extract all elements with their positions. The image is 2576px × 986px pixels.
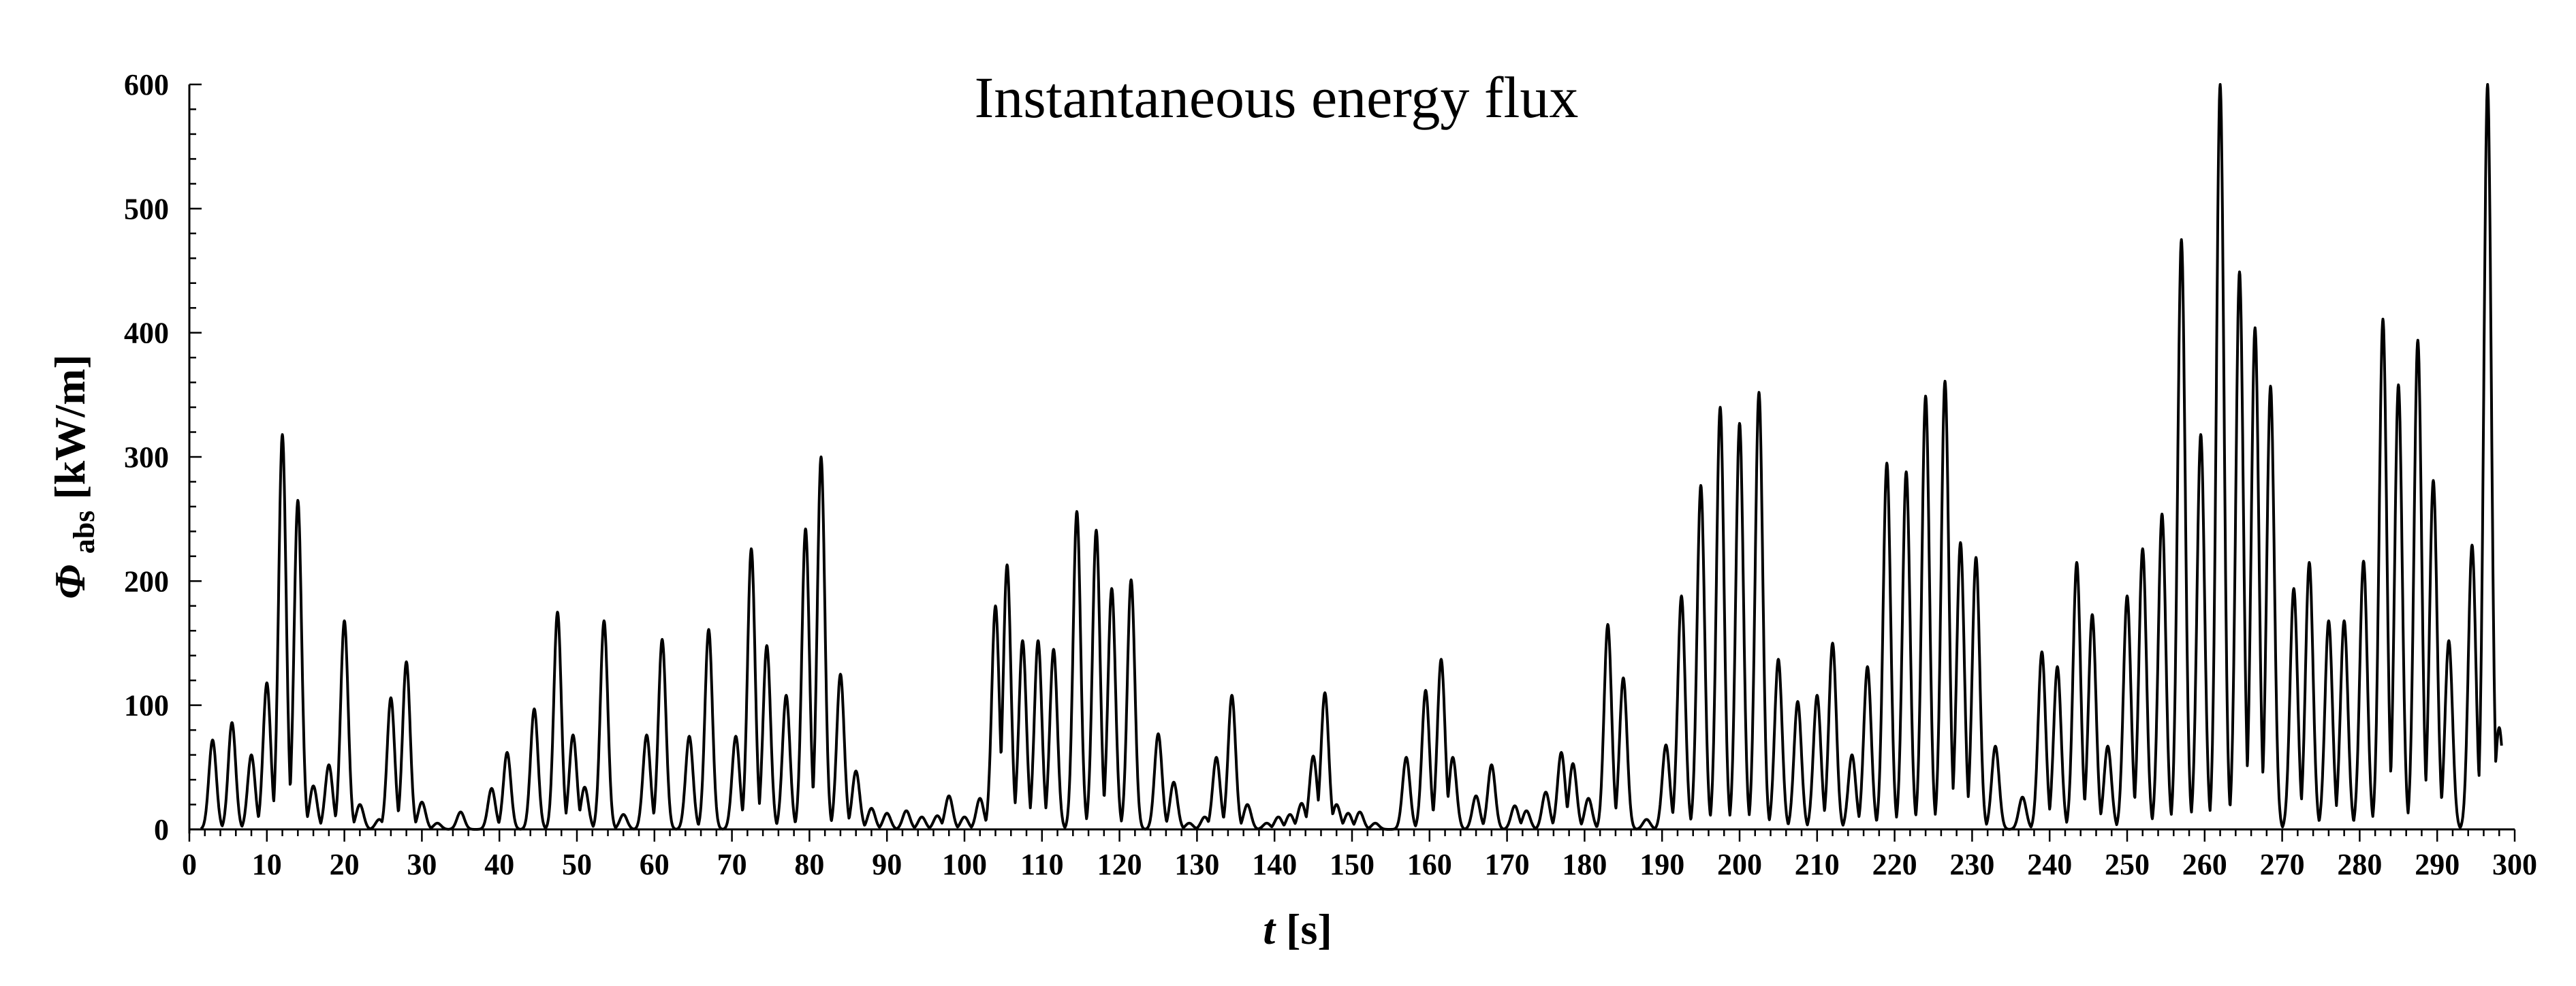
x-tick-label: 280 <box>2337 848 2382 881</box>
x-tick-label: 170 <box>1485 848 1530 881</box>
y-tick-label: 600 <box>124 68 169 101</box>
series-line-energy-flux <box>200 83 2503 831</box>
x-tick-label: 70 <box>717 848 747 881</box>
y-tick-label: 300 <box>124 441 169 474</box>
y-axis-label: Φ abs [kW/m] <box>46 354 104 599</box>
x-tick-label: 290 <box>2415 848 2460 881</box>
x-tick-label: 50 <box>562 848 592 881</box>
x-tick-label: 230 <box>1949 848 1994 881</box>
x-axis-label: t [s] <box>1263 905 1332 953</box>
y-axis-tick-labels: 0 100 200 300 400 500 600 <box>124 68 169 846</box>
y-axis-label-symbol: Φ <box>46 564 94 599</box>
x-tick-label: 300 <box>2492 848 2537 881</box>
x-tick-label: 190 <box>1639 848 1684 881</box>
y-axis-label-subscript: abs <box>67 511 101 554</box>
x-tick-label: 20 <box>330 848 360 881</box>
x-axis-label-symbol: t <box>1263 905 1276 953</box>
y-tick-label: 100 <box>124 689 169 722</box>
x-tick-label: 220 <box>1872 848 1917 881</box>
y-tick-label: 400 <box>124 317 169 350</box>
x-tick-label: 240 <box>2027 848 2072 881</box>
x-tick-label: 100 <box>942 848 987 881</box>
y-tick-label: 500 <box>124 192 169 225</box>
x-tick-label: 120 <box>1097 848 1142 881</box>
x-tick-label: 160 <box>1407 848 1452 881</box>
y-tick-label: 0 <box>154 813 169 846</box>
x-tick-label: 30 <box>407 848 437 881</box>
y-axis-ticks <box>189 83 202 831</box>
x-axis-ticks <box>188 829 2516 842</box>
x-tick-label: 60 <box>640 848 670 881</box>
x-tick-label: 250 <box>2105 848 2150 881</box>
x-tick-label: 80 <box>794 848 824 881</box>
x-tick-label: 180 <box>1562 848 1607 881</box>
y-axis-label-unit: [kW/m] <box>46 354 94 499</box>
chart-title: Instantaneous energy flux <box>975 65 1579 130</box>
x-tick-label: 260 <box>2182 848 2227 881</box>
x-tick-label: 110 <box>1020 848 1064 881</box>
x-tick-label: 140 <box>1252 848 1297 881</box>
x-tick-label: 210 <box>1795 848 1840 881</box>
x-tick-label: 150 <box>1330 848 1375 881</box>
x-tick-label: 0 <box>182 848 197 881</box>
y-tick-label: 200 <box>124 564 169 598</box>
x-tick-label: 90 <box>872 848 902 881</box>
x-tick-label: 270 <box>2260 848 2305 881</box>
x-tick-label: 130 <box>1174 848 1219 881</box>
x-axis-tick-labels: 0 10 20 30 40 50 60 70 80 90 100 110 120 130 140 150 160… <box>182 848 2537 881</box>
x-axis-label-unit: [s] <box>1286 905 1332 953</box>
x-tick-label: 10 <box>252 848 282 881</box>
x-tick-label: 200 <box>1717 848 1762 881</box>
x-tick-label: 40 <box>484 848 514 881</box>
